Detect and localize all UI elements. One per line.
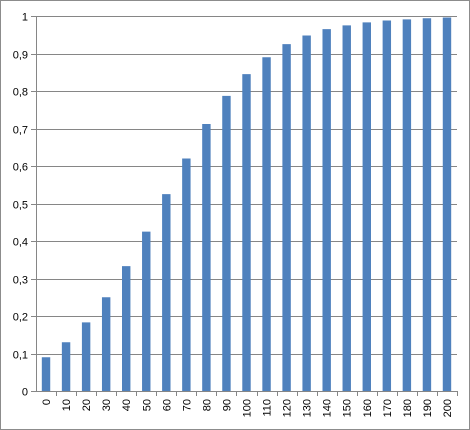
bar-170 bbox=[382, 20, 392, 391]
bar-190 bbox=[422, 18, 432, 391]
x-tick-label: 170 bbox=[382, 399, 394, 417]
x-tick-label: 10 bbox=[61, 399, 73, 411]
bar-130 bbox=[302, 35, 311, 391]
bar-80 bbox=[202, 124, 211, 391]
bar-120 bbox=[282, 44, 291, 392]
x-tick-label: 110 bbox=[262, 399, 274, 417]
bars bbox=[41, 17, 452, 392]
bar-40 bbox=[122, 266, 131, 392]
y-tick-label: 0,7 bbox=[13, 125, 28, 137]
x-tick-label: 200 bbox=[442, 399, 454, 417]
y-tick-label: 0,5 bbox=[13, 200, 28, 212]
bar-150 bbox=[342, 25, 351, 392]
bar-50 bbox=[142, 231, 151, 392]
bar-90 bbox=[222, 95, 231, 392]
x-tick-label: 30 bbox=[101, 399, 113, 411]
bar-180 bbox=[402, 19, 412, 392]
x-tick-label: 130 bbox=[302, 399, 314, 417]
bar-160 bbox=[362, 22, 371, 392]
bar-30 bbox=[101, 297, 111, 391]
bar-140 bbox=[322, 29, 331, 392]
y-tick-label: 0,8 bbox=[13, 87, 28, 99]
y-tick-labels: 0 0,1 0,2 0,3 0,4 0,5 0,6 0,7 0,8 0,9 1 bbox=[13, 12, 28, 399]
x-tick-label: 120 bbox=[282, 399, 294, 417]
x-tick-label: 180 bbox=[402, 399, 414, 417]
x-tick-label: 50 bbox=[141, 399, 153, 411]
y-tick-label: 1 bbox=[22, 12, 28, 24]
x-tick-label: 100 bbox=[242, 399, 254, 417]
bar-100 bbox=[242, 74, 251, 392]
y-tick-label: 0,6 bbox=[13, 162, 28, 174]
axes bbox=[31, 16, 458, 396]
y-tick-label: 0,2 bbox=[13, 312, 28, 324]
x-tick-label: 70 bbox=[181, 399, 193, 411]
bar-0 bbox=[41, 357, 51, 391]
x-tick-label: 160 bbox=[362, 399, 374, 417]
x-tick-label: 20 bbox=[81, 399, 93, 411]
x-tick-label: 40 bbox=[121, 399, 133, 411]
x-tick-label: 150 bbox=[342, 399, 354, 417]
x-tick-label: 0 bbox=[41, 399, 53, 405]
x-tick-labels: 0 10 20 30 40 50 60 70 80 90 100 110 120 130 140 150 160… bbox=[41, 399, 454, 417]
x-tick-label: 140 bbox=[322, 399, 334, 417]
bar-200 bbox=[442, 17, 452, 391]
bar-60 bbox=[162, 194, 171, 392]
bar-110 bbox=[262, 57, 271, 391]
y-tick-label: 0,1 bbox=[13, 350, 28, 362]
x-tick-label: 90 bbox=[222, 399, 234, 411]
y-tick-label: 0,4 bbox=[13, 237, 28, 249]
y-tick-label: 0 bbox=[22, 387, 28, 399]
bar-10 bbox=[61, 342, 71, 391]
x-tick-label: 190 bbox=[422, 399, 434, 417]
y-tick-label: 0,3 bbox=[13, 275, 28, 287]
bar-20 bbox=[81, 322, 91, 392]
bar-70 bbox=[182, 158, 191, 391]
x-tick-label: 60 bbox=[161, 399, 173, 411]
y-tick-label: 0,9 bbox=[13, 50, 28, 62]
x-tick-label: 80 bbox=[201, 399, 213, 411]
